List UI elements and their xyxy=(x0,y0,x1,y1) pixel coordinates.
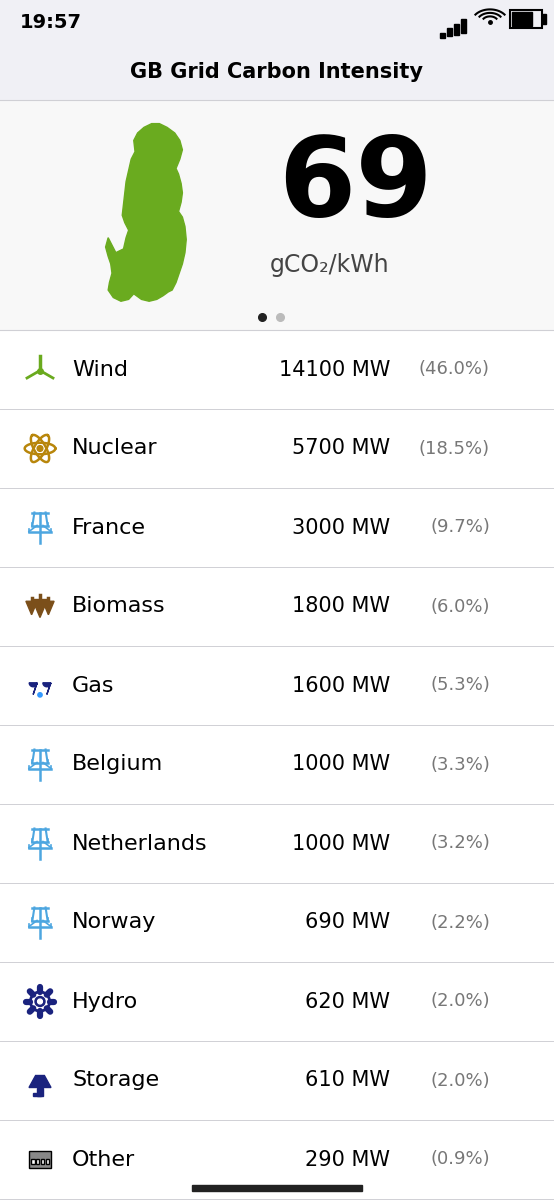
Text: 5700 MW: 5700 MW xyxy=(292,438,390,458)
Text: (2.0%): (2.0%) xyxy=(430,992,490,1010)
Text: 620 MW: 620 MW xyxy=(305,991,390,1012)
Text: 1800 MW: 1800 MW xyxy=(292,596,390,617)
Text: France: France xyxy=(72,517,146,538)
Circle shape xyxy=(37,445,43,451)
FancyBboxPatch shape xyxy=(36,1159,39,1164)
FancyBboxPatch shape xyxy=(447,28,452,36)
FancyBboxPatch shape xyxy=(512,12,532,26)
Text: 610 MW: 610 MW xyxy=(305,1070,390,1091)
Polygon shape xyxy=(29,683,37,695)
Text: 1600 MW: 1600 MW xyxy=(292,676,390,696)
Text: GB Grid Carbon Intensity: GB Grid Carbon Intensity xyxy=(131,62,423,82)
FancyBboxPatch shape xyxy=(45,1159,49,1164)
Text: (18.5%): (18.5%) xyxy=(419,439,490,457)
Polygon shape xyxy=(106,124,186,301)
Circle shape xyxy=(38,1000,43,1004)
Text: 69: 69 xyxy=(278,132,432,239)
Text: Belgium: Belgium xyxy=(72,755,163,774)
Text: (0.9%): (0.9%) xyxy=(430,1151,490,1169)
FancyBboxPatch shape xyxy=(40,1159,44,1164)
Text: 290 MW: 290 MW xyxy=(305,1150,390,1170)
FancyBboxPatch shape xyxy=(440,32,445,38)
Text: (2.0%): (2.0%) xyxy=(430,1072,490,1090)
FancyBboxPatch shape xyxy=(461,19,466,32)
FancyBboxPatch shape xyxy=(29,1151,51,1168)
Text: Norway: Norway xyxy=(72,912,156,932)
Text: 3000 MW: 3000 MW xyxy=(292,517,390,538)
Text: (5.3%): (5.3%) xyxy=(430,677,490,695)
Polygon shape xyxy=(29,1075,51,1087)
Text: gCO₂/kWh: gCO₂/kWh xyxy=(270,253,390,277)
Polygon shape xyxy=(192,1186,362,1190)
Text: (2.2%): (2.2%) xyxy=(430,913,490,931)
Polygon shape xyxy=(43,601,54,614)
Text: Other: Other xyxy=(72,1150,135,1170)
Polygon shape xyxy=(32,600,48,618)
FancyBboxPatch shape xyxy=(0,44,554,100)
Circle shape xyxy=(38,692,42,697)
Text: 1000 MW: 1000 MW xyxy=(292,755,390,774)
Text: 690 MW: 690 MW xyxy=(305,912,390,932)
Text: (3.2%): (3.2%) xyxy=(430,834,490,852)
Text: Wind: Wind xyxy=(72,360,128,379)
FancyBboxPatch shape xyxy=(542,14,546,24)
Polygon shape xyxy=(43,683,51,695)
Text: Hydro: Hydro xyxy=(72,991,138,1012)
Text: (6.0%): (6.0%) xyxy=(430,598,490,616)
Text: Biomass: Biomass xyxy=(72,596,166,617)
FancyBboxPatch shape xyxy=(0,100,554,330)
FancyBboxPatch shape xyxy=(31,1159,34,1164)
Polygon shape xyxy=(37,1087,43,1096)
Polygon shape xyxy=(33,1092,41,1096)
FancyBboxPatch shape xyxy=(454,24,459,35)
Text: Gas: Gas xyxy=(72,676,115,696)
Polygon shape xyxy=(26,601,37,614)
Text: (3.3%): (3.3%) xyxy=(430,756,490,774)
Text: Nuclear: Nuclear xyxy=(72,438,158,458)
Text: 14100 MW: 14100 MW xyxy=(279,360,390,379)
FancyBboxPatch shape xyxy=(0,0,554,44)
Text: 1000 MW: 1000 MW xyxy=(292,834,390,853)
Text: (46.0%): (46.0%) xyxy=(419,360,490,378)
Text: Netherlands: Netherlands xyxy=(72,834,208,853)
Text: (9.7%): (9.7%) xyxy=(430,518,490,536)
Circle shape xyxy=(35,996,45,1007)
Text: Storage: Storage xyxy=(72,1070,159,1091)
Text: 19:57: 19:57 xyxy=(20,12,82,31)
